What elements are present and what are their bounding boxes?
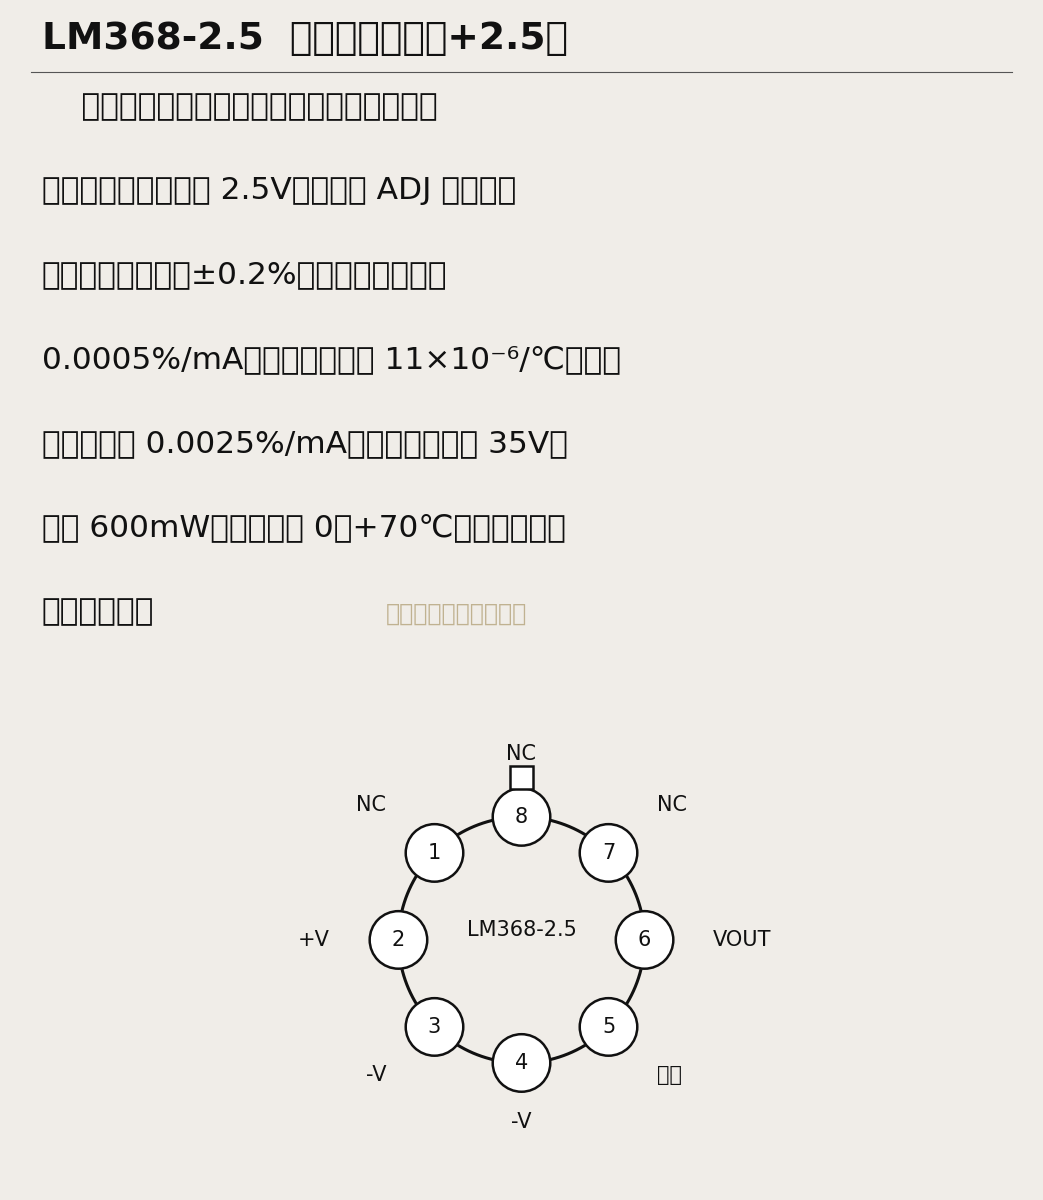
Text: NC: NC	[657, 794, 687, 815]
Text: 功耗 600mW；工作温度 0～+70℃；内含输出短: 功耗 600mW；工作温度 0～+70℃；内含输出短	[42, 514, 565, 542]
Circle shape	[615, 911, 674, 968]
Text: 1: 1	[428, 842, 441, 863]
Text: 微调: 微调	[657, 1066, 682, 1085]
Text: LM368-2.5: LM368-2.5	[466, 920, 577, 940]
Text: 稳定性最大 0.0025%/mA；输出最大电压 35V；: 稳定性最大 0.0025%/mA；输出最大电压 35V；	[42, 428, 567, 458]
Text: NC: NC	[507, 744, 536, 764]
Text: 5: 5	[602, 1016, 615, 1037]
Text: -V: -V	[511, 1111, 532, 1132]
Circle shape	[492, 1034, 551, 1092]
Text: 7: 7	[602, 842, 615, 863]
Circle shape	[406, 998, 463, 1056]
Text: +V: +V	[298, 930, 330, 950]
Circle shape	[580, 824, 637, 882]
Text: 4: 4	[515, 1052, 528, 1073]
Text: 6: 6	[638, 930, 651, 950]
Text: 3: 3	[428, 1016, 441, 1037]
Text: 0.0005%/mA；最大温度漂移 11×10⁻⁶/℃；输出: 0.0005%/mA；最大温度漂移 11×10⁻⁶/℃；输出	[42, 344, 621, 373]
Circle shape	[492, 788, 551, 846]
Text: 2: 2	[392, 930, 405, 950]
Text: 电压电路；输出电压 2.5V，可通过 ADJ 端微调；: 电压电路；输出电压 2.5V，可通过 ADJ 端微调；	[42, 176, 516, 205]
Circle shape	[580, 998, 637, 1056]
Text: 杭州将睿科技有限公司: 杭州将睿科技有限公司	[386, 602, 527, 626]
Text: 路保护电路。: 路保护电路。	[42, 598, 154, 626]
Text: 最大输入电压误差±0.2%；输入稳定性最大: 最大输入电压误差±0.2%；输入稳定性最大	[42, 260, 447, 289]
Text: LM368-2.5  基准电压电路（+2.5）: LM368-2.5 基准电压电路（+2.5）	[42, 20, 567, 56]
Text: NC: NC	[356, 794, 386, 815]
Text: 温度补偿、高精度、低温度漂移的三端基准: 温度补偿、高精度、低温度漂移的三端基准	[42, 92, 437, 121]
Text: VOUT: VOUT	[713, 930, 772, 950]
Text: -V: -V	[366, 1066, 386, 1085]
Circle shape	[406, 824, 463, 882]
Bar	[510, 767, 533, 790]
Circle shape	[369, 911, 428, 968]
Text: 8: 8	[515, 806, 528, 827]
